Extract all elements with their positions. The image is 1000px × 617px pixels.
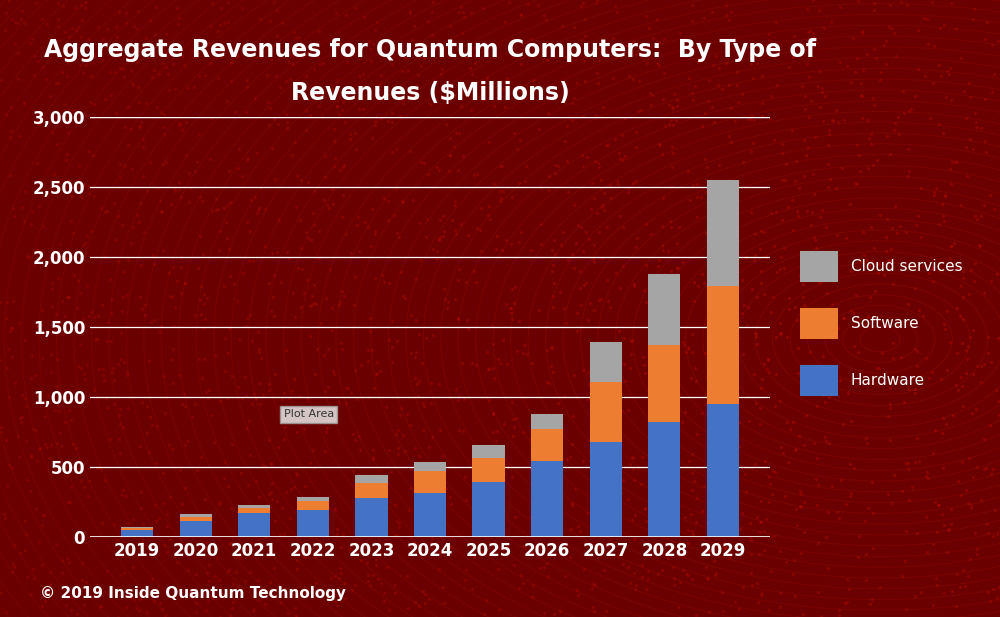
- Bar: [531, 429, 563, 460]
- Bar: [414, 493, 446, 537]
- Bar: [531, 460, 563, 537]
- Bar: [707, 286, 739, 404]
- Bar: [238, 508, 270, 513]
- Bar: [297, 502, 329, 510]
- Bar: [238, 513, 270, 537]
- Bar: [238, 505, 270, 508]
- Bar: [121, 528, 153, 530]
- Bar: [297, 510, 329, 537]
- Bar: [472, 482, 505, 537]
- Bar: [648, 345, 680, 422]
- Bar: [707, 404, 739, 537]
- Bar: [180, 515, 212, 517]
- Bar: [590, 342, 622, 381]
- Bar: [800, 365, 838, 396]
- Bar: [297, 497, 329, 502]
- Bar: [707, 180, 739, 286]
- Bar: [800, 251, 838, 282]
- Bar: [355, 475, 388, 483]
- Text: Plot Area: Plot Area: [284, 409, 334, 419]
- Bar: [648, 274, 680, 345]
- Bar: [531, 414, 563, 429]
- Bar: [800, 308, 838, 339]
- Text: Hardware: Hardware: [851, 373, 925, 388]
- Bar: [414, 471, 446, 493]
- Bar: [414, 462, 446, 471]
- Bar: [355, 498, 388, 537]
- Text: Cloud services: Cloud services: [851, 259, 962, 274]
- Bar: [590, 381, 622, 442]
- Bar: [121, 530, 153, 537]
- Text: Software: Software: [851, 316, 918, 331]
- Bar: [180, 517, 212, 521]
- Bar: [472, 458, 505, 482]
- Bar: [590, 442, 622, 537]
- Bar: [355, 483, 388, 498]
- Bar: [648, 422, 680, 537]
- Bar: [472, 445, 505, 458]
- Bar: [180, 521, 212, 537]
- Text: Revenues ($Millions): Revenues ($Millions): [291, 81, 569, 105]
- Text: Aggregate Revenues for Quantum Computers:  By Type of: Aggregate Revenues for Quantum Computers…: [44, 38, 816, 62]
- Text: © 2019 Inside Quantum Technology: © 2019 Inside Quantum Technology: [40, 587, 346, 602]
